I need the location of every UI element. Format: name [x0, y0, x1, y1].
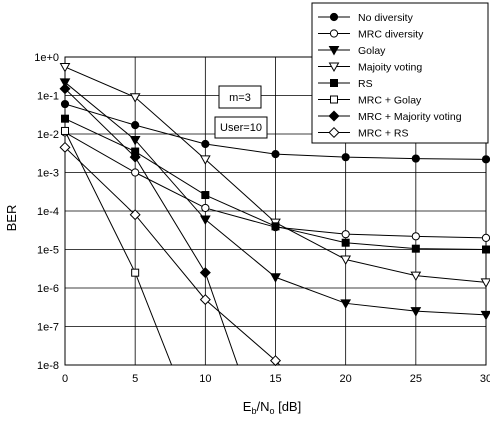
y-axis-label: BER — [4, 205, 19, 232]
point-mrc-diversity — [341, 230, 350, 239]
point-no-diversity — [201, 139, 210, 149]
legend-item-mrc-rs: MRC + RS — [318, 126, 408, 140]
point-no-diversity — [411, 154, 420, 163]
annotation-user-text: User=10 — [220, 122, 262, 134]
point-mrc-majority-voting — [199, 267, 211, 279]
point-no-diversity — [341, 153, 350, 162]
point-no-diversity — [60, 99, 70, 109]
x-tick-label: 20 — [340, 373, 352, 385]
legend-label: MRC diversity — [358, 29, 424, 41]
legend-marker-mrc-diversity — [329, 29, 339, 38]
legend-marker-golay — [328, 46, 340, 56]
y-tick-label: 1e-8 — [37, 360, 59, 372]
point-golay — [199, 215, 211, 226]
point-majoity-voting — [59, 62, 71, 73]
legend-label: No diversity — [358, 12, 414, 24]
x-tick-label: 30 — [480, 373, 490, 385]
point-mrc-rs — [199, 294, 211, 306]
point-no-diversity — [481, 155, 490, 164]
legend-label: MRC + Majority voting — [358, 111, 462, 123]
point-mrc-majority-voting — [59, 83, 71, 95]
legend-item-mrc-golay: MRC + Golay — [318, 95, 422, 107]
series-line-mrc-rs — [65, 146, 281, 365]
point-rs — [411, 244, 420, 253]
point-mrc-golay — [131, 268, 140, 277]
legend-item-rs: RS — [318, 78, 373, 90]
point-golay — [340, 299, 352, 309]
x-tick-labels: 0 5 10 15 20 25 30 — [62, 373, 490, 385]
point-golay — [59, 78, 71, 88]
legend-item-golay: Golay — [318, 45, 386, 57]
point-mrc-diversity — [481, 233, 490, 243]
legend-item-majoity-voting: Majoity voting — [318, 62, 422, 74]
point-majoity-voting — [340, 255, 352, 266]
x-tick-label: 5 — [132, 373, 138, 385]
legend-item-mrc-diversity: MRC diversity — [318, 29, 424, 41]
legend-marker-no-diversity — [329, 12, 339, 22]
series-line-mrc-majority-voting — [65, 88, 239, 365]
point-golay — [270, 273, 281, 283]
series-markers — [59, 62, 490, 367]
point-no-diversity — [271, 150, 280, 159]
legend-box — [311, 2, 489, 144]
legend-item-mrc-majority-voting: MRC + Majority voting — [318, 110, 462, 123]
point-golay — [129, 135, 141, 146]
legend-label: Majoity voting — [358, 62, 422, 74]
y-tick-label: 1e-6 — [37, 283, 59, 295]
point-mrc-majority-voting — [129, 151, 141, 163]
y-tick-label: 1e-4 — [37, 206, 59, 218]
legend-label: Golay — [358, 45, 386, 57]
point-golay — [480, 310, 490, 321]
y-tick-label: 1e-3 — [37, 168, 59, 180]
annotation-m: m=3 — [218, 85, 262, 109]
y-tick-label: 1e-7 — [37, 322, 59, 334]
plot-area — [59, 62, 490, 367]
point-mrc-diversity — [131, 168, 140, 177]
y-tick-labels: 1e-8 1e-7 1e-6 1e-5 1e-4 1e-3 1e-2 1e-1 1e+0 — [34, 52, 59, 372]
point-majoity-voting — [480, 278, 490, 288]
point-rs — [482, 245, 490, 254]
point-rs — [201, 191, 210, 200]
series-line-mrc-golay — [65, 130, 173, 365]
y-tick-label: 1e-5 — [37, 245, 59, 257]
legend-marker-mrc-rs — [328, 126, 340, 139]
x-tick-label: 25 — [410, 373, 422, 385]
point-mrc-golay — [61, 126, 69, 135]
annotation-m-text: m=3 — [229, 92, 251, 104]
point-rs — [341, 238, 350, 247]
point-golay — [410, 307, 422, 317]
y-tick-label: 1e+0 — [34, 52, 59, 64]
point-mrc-diversity — [411, 232, 420, 241]
x-tick-label: 10 — [199, 373, 211, 385]
legend: No diversity MRC diversity Golay Majoity vo… — [311, 2, 489, 144]
point-majoity-voting — [410, 271, 422, 282]
y-tick-label: 1e-2 — [37, 129, 59, 141]
point-mrc-rs — [129, 209, 141, 221]
point-mrc-diversity — [201, 203, 210, 213]
legend-item-no-diversity: No diversity — [318, 12, 414, 24]
point-majoity-voting — [129, 93, 141, 103]
point-majoity-voting — [199, 155, 211, 165]
x-axis-label: Eb/No [dB] — [243, 399, 301, 416]
point-rs — [271, 222, 280, 231]
legend-marker-rs — [330, 79, 338, 87]
point-mrc-rs — [59, 141, 71, 153]
point-no-diversity — [131, 121, 140, 130]
legend-marker-mrc-golay — [330, 95, 338, 104]
legend-label: RS — [358, 78, 373, 90]
legend-marker-majoity-voting — [328, 62, 340, 73]
legend-label: MRC + RS — [358, 128, 408, 140]
point-mrc-rs — [269, 355, 282, 367]
annotation-user-box: User=10 — [214, 116, 268, 139]
y-tick-label: 1e-1 — [37, 91, 59, 103]
x-tick-label: 0 — [62, 373, 68, 385]
legend-label: MRC + Golay — [358, 95, 422, 107]
point-rs — [61, 114, 69, 123]
legend-marker-mrc-majority-voting — [328, 110, 340, 122]
x-tick-label: 15 — [269, 373, 281, 385]
